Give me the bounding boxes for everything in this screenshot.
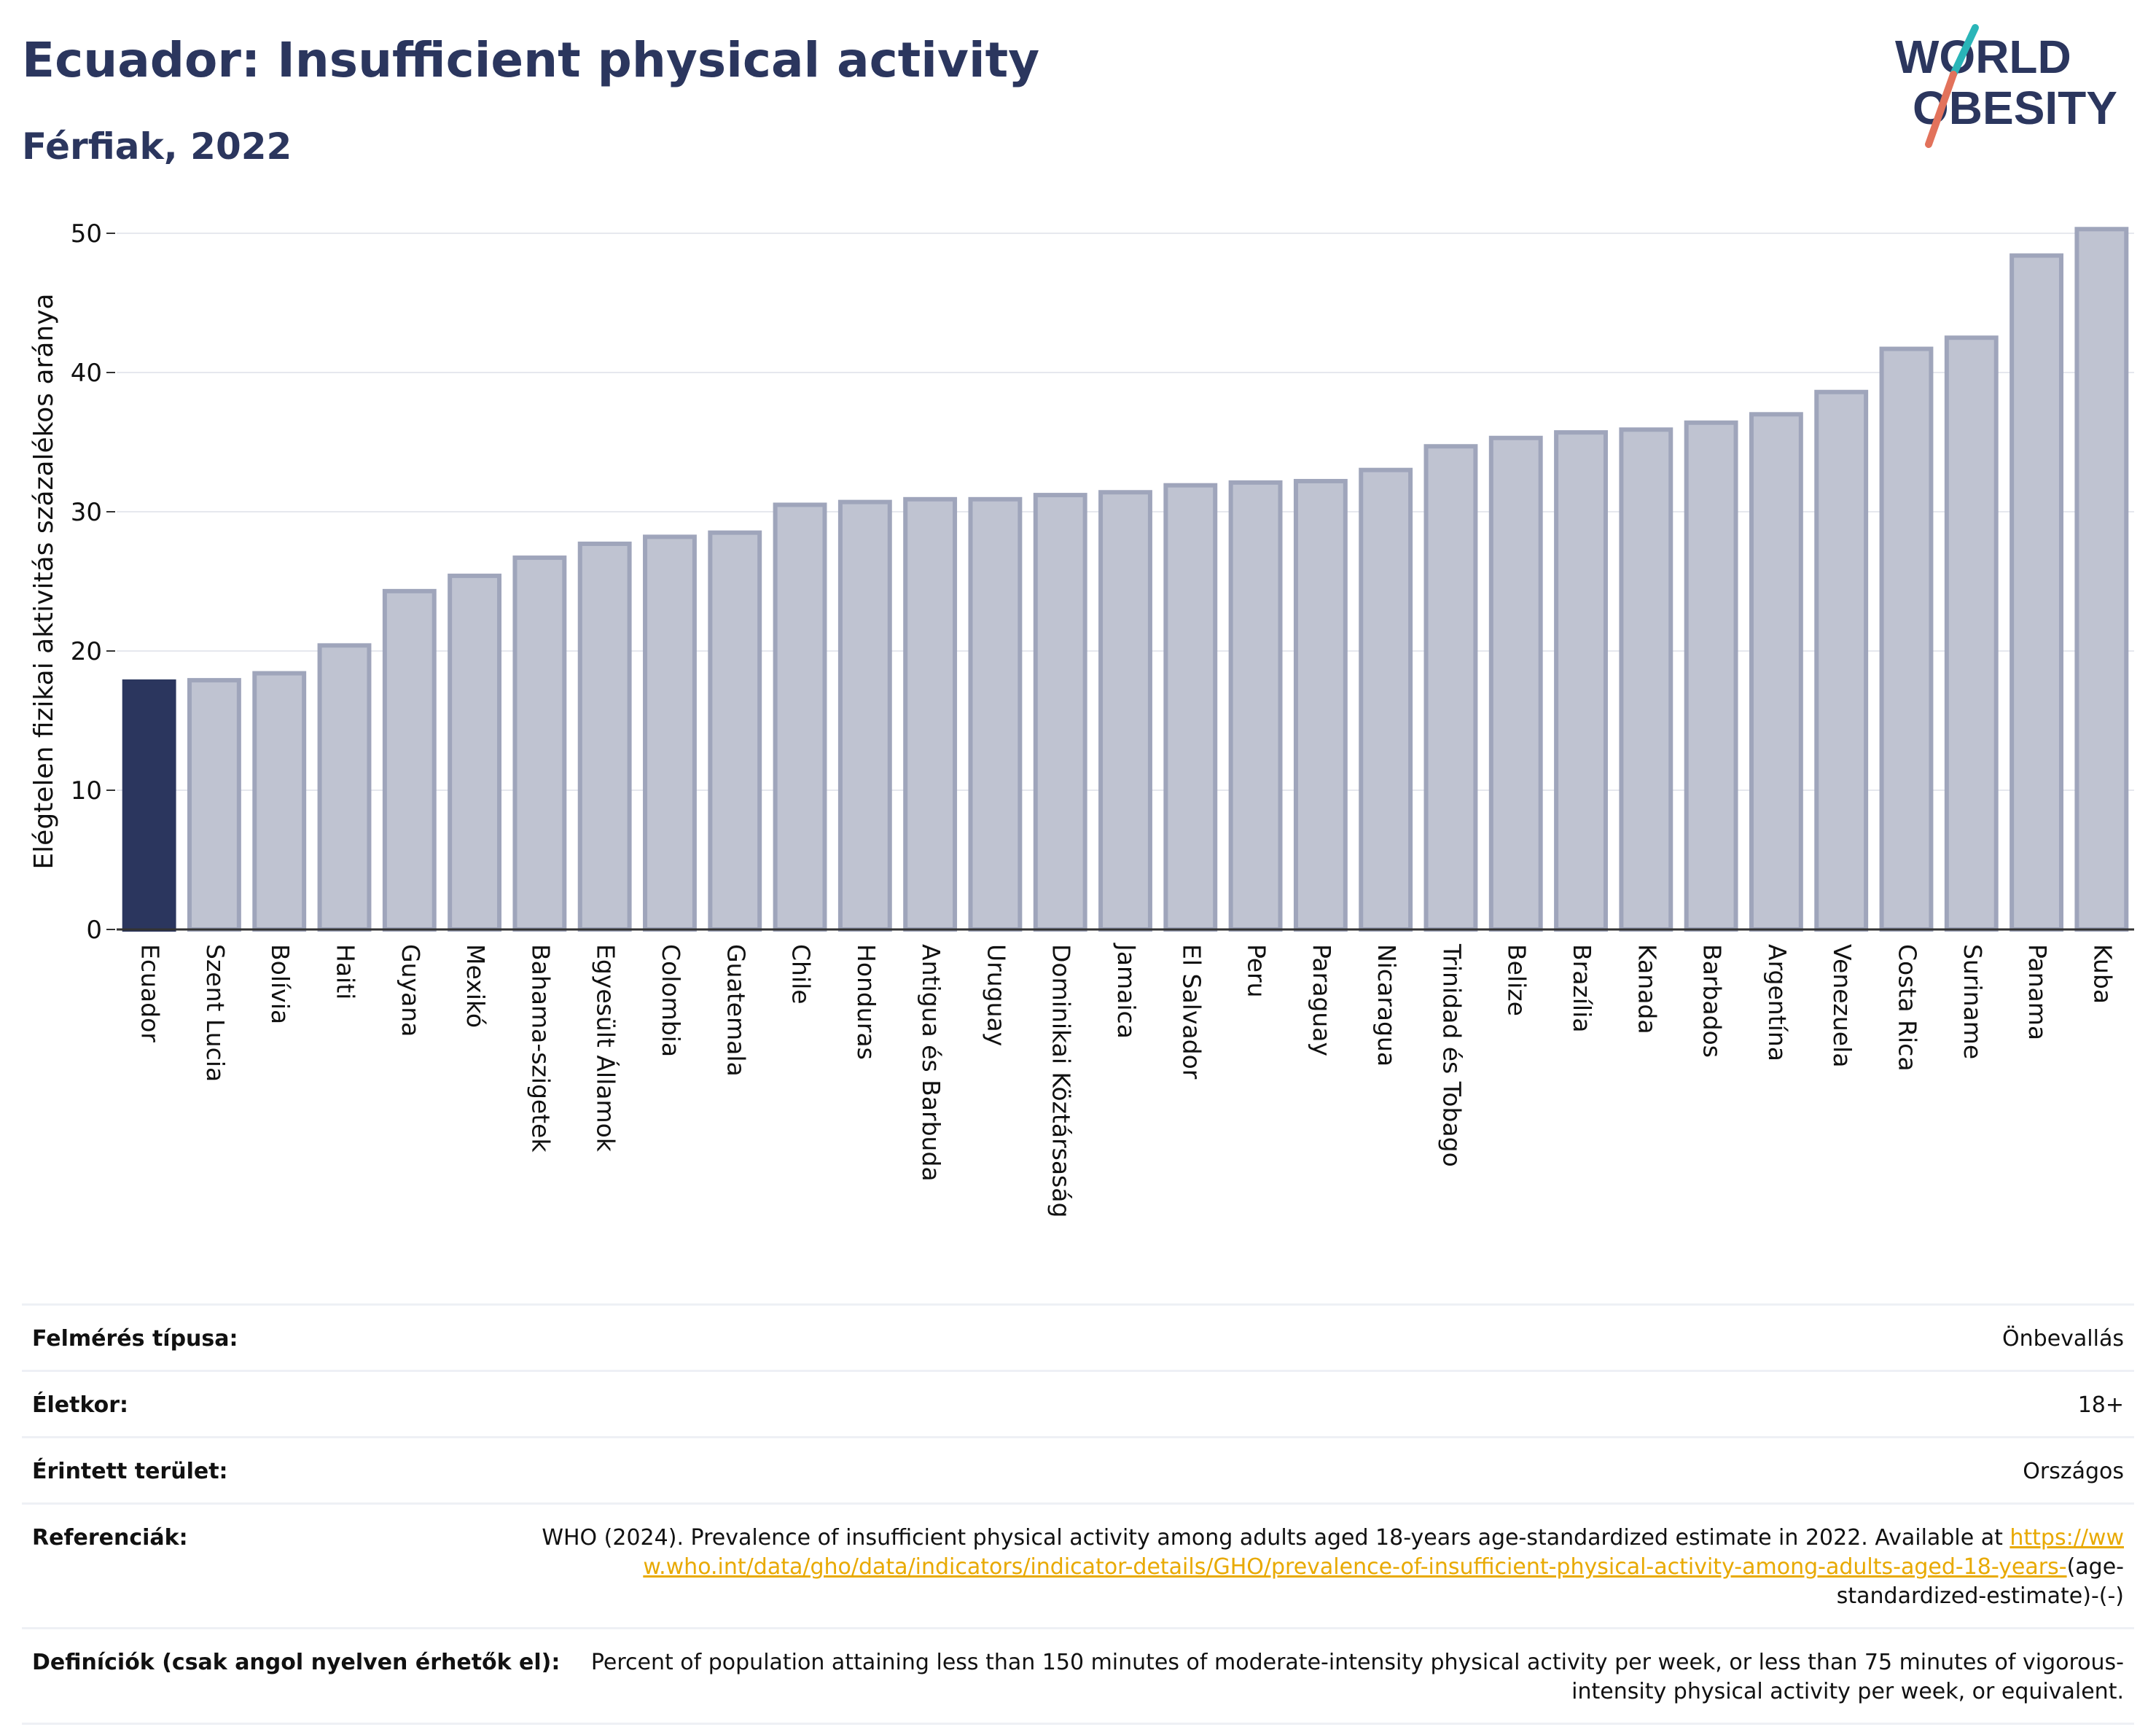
info-row-survey: Felmérés típusa: Önbevallás: [22, 1303, 2134, 1370]
bar: [317, 643, 372, 932]
bar: [773, 502, 827, 932]
x-tick-label: Jamaica: [1112, 943, 1141, 1039]
bar: [837, 499, 892, 932]
x-tick-label: Trinidad és Tobago: [1437, 943, 1466, 1167]
bar: [708, 530, 762, 932]
bar: [1293, 478, 1348, 932]
bar: [1228, 480, 1283, 932]
bar: [1423, 444, 1478, 932]
bar: [1488, 435, 1543, 932]
info-label: Életkor:: [32, 1392, 129, 1418]
x-tick-label: Barbados: [1698, 944, 1727, 1058]
bar: [122, 679, 176, 932]
bar: [1098, 490, 1152, 932]
x-tick-label: Guyana: [397, 944, 425, 1037]
y-tick-label: 20: [71, 637, 102, 666]
logo-slash-coral: [1925, 71, 1957, 148]
references-label: Referenciák:: [32, 1525, 188, 1551]
x-tick-label: Szent Lucia: [201, 944, 230, 1082]
x-tick-label: Antigua és Barbuda: [917, 944, 945, 1182]
bar: [1359, 467, 1413, 932]
x-tick-label: Egyesült Államok: [592, 944, 621, 1153]
info-label: Érintett terület:: [32, 1459, 228, 1484]
info-row-age: Életkor: 18+: [22, 1370, 2134, 1436]
bar: [1163, 483, 1218, 932]
y-tick-label: 50: [71, 219, 102, 249]
x-tick-label: El Salvador: [1177, 944, 1206, 1080]
bar: [187, 678, 241, 932]
x-tick-label: Venezuela: [1828, 944, 1856, 1067]
bar: [1749, 412, 1803, 932]
y-axis-label: Elégtelen fizikai aktivitás százalékos a…: [29, 293, 59, 869]
x-tick-label: Costa Rica: [1893, 944, 1921, 1072]
references-text: WHO (2024). Prevalence of insufficient p…: [542, 1525, 2003, 1551]
bar: [1619, 427, 1673, 932]
bar: [1554, 430, 1608, 932]
info-row-references: Referenciák: WHO (2024). Prevalence of i…: [22, 1502, 2134, 1627]
info-value: Országos: [2023, 1459, 2124, 1484]
x-tick-label: Panama: [2023, 944, 2052, 1040]
info-row-definitions: Definíciók (csak angol nyelven érhetők e…: [22, 1627, 2134, 1725]
x-tick-label: Haiti: [332, 944, 360, 999]
bar: [382, 588, 437, 932]
x-tick-label: Brazília: [1568, 944, 1596, 1032]
bar: [1814, 389, 1869, 932]
y-tick-label: 30: [71, 498, 102, 527]
x-tick-label: Belize: [1503, 944, 1531, 1016]
logo-line1: WORLD: [1895, 31, 2071, 83]
x-tick-label: Kuba: [2088, 944, 2117, 1004]
info-table: Felmérés típusa: Önbevallás Életkor: 18+…: [22, 1303, 2134, 1725]
y-tick-label: 10: [71, 776, 102, 806]
bar: [448, 573, 502, 932]
bar-chart: 0 10 20 30 40 50 Elégtelen fizikai aktivitás s…: [29, 219, 2134, 1217]
x-tick-label: Bahama-szigetek: [526, 944, 555, 1153]
bar: [1944, 335, 1999, 932]
bar: [1033, 493, 1087, 932]
bar: [903, 496, 958, 932]
x-tick-label: Paraguay: [1308, 944, 1336, 1056]
info-value: 18+: [2077, 1392, 2124, 1418]
bar: [1879, 346, 1934, 932]
world-obesity-logo: WORLD OBESITY: [1895, 24, 2117, 148]
y-tick-label: 0: [86, 916, 102, 945]
references-suffix: (age-standardized-estimate)-(-): [1836, 1554, 2124, 1609]
x-tick-label: Nicaragua: [1372, 944, 1401, 1067]
x-tick-label: Uruguay: [982, 944, 1010, 1046]
page-title: Ecuador: Insufficient physical activity: [22, 32, 1040, 88]
x-tick-label: Colombia: [657, 944, 685, 1057]
definitions-value: Percent of population attaining less tha…: [590, 1650, 2124, 1704]
y-tick-label: 40: [71, 359, 102, 388]
x-tick-label: Bolívia: [266, 944, 294, 1024]
x-tick-label: Kanada: [1633, 944, 1661, 1034]
x-tick-label: Chile: [787, 944, 816, 1005]
x-tick-label: Suriname: [1958, 944, 1987, 1059]
bar: [512, 555, 567, 932]
bar: [968, 496, 1023, 932]
logo-slash-teal: [1950, 24, 1979, 78]
x-tick-label: Honduras: [852, 944, 880, 1060]
bar: [643, 534, 697, 932]
info-value: Önbevallás: [2002, 1326, 2124, 1352]
x-tick-label: Argentína: [1763, 944, 1792, 1061]
bar: [2074, 227, 2129, 932]
bar: [252, 671, 307, 932]
x-tick-label: Ecuador: [136, 944, 165, 1042]
x-tick-label: Mexikó: [461, 944, 490, 1028]
x-tick-label: Guatemala: [722, 944, 750, 1077]
x-tick-label: Dominikai Köztársaság: [1047, 944, 1076, 1217]
page-subtitle: Férfiak, 2022: [22, 125, 292, 168]
bar: [577, 541, 632, 932]
references-value: WHO (2024). Prevalence of insufficient p…: [520, 1524, 2124, 1611]
info-label: Felmérés típusa:: [32, 1326, 238, 1352]
x-tick-label: Peru: [1243, 944, 1271, 998]
definitions-label: Definíciók (csak angol nyelven érhetők e…: [32, 1650, 561, 1675]
reference-link[interactable]: https://www.who.int/data/gho/data/indica…: [643, 1525, 2124, 1580]
bar: [2009, 253, 2063, 932]
bar: [1684, 420, 1738, 932]
info-row-area: Érintett terület: Országos: [22, 1436, 2134, 1502]
